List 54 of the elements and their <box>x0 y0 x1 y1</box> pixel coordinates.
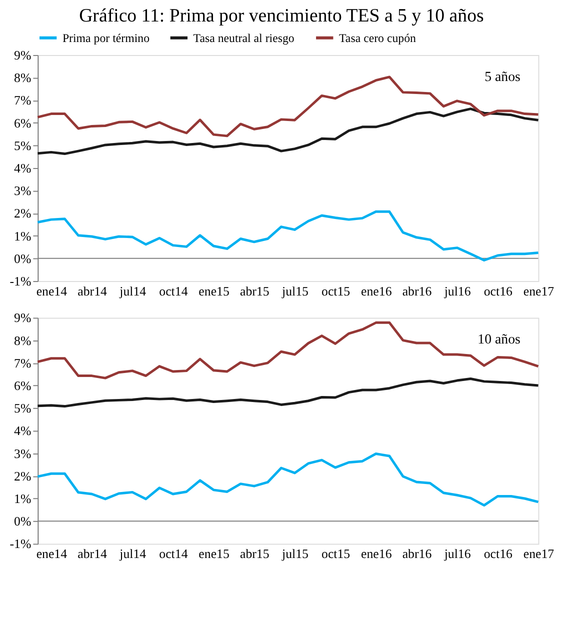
x-tick-label: oct16 <box>484 284 514 298</box>
y-tick-label: 7% <box>14 94 32 108</box>
y-tick-label: -1% <box>10 274 32 288</box>
x-tick-label: jul16 <box>443 284 472 298</box>
y-tick-label: 3% <box>14 446 32 461</box>
annotation: 10 años <box>478 332 520 348</box>
x-tick-label: oct14 <box>159 284 188 298</box>
x-tick-label: ene15 <box>198 284 230 298</box>
y-tick-label: 9% <box>14 48 32 62</box>
x-tick-label: jul15 <box>280 547 308 562</box>
y-tick-label: 1% <box>14 229 32 244</box>
y-tick-label: 5% <box>14 402 32 416</box>
legend-label: Tasa cero cupón <box>339 30 416 45</box>
x-tick-label: abr14 <box>78 547 108 562</box>
y-tick-label: 2% <box>14 206 32 221</box>
x-tick-label: abr16 <box>402 284 432 298</box>
y-tick-label: 4% <box>14 424 32 438</box>
annotation: 5 años <box>484 70 520 85</box>
x-tick-label: ene14 <box>36 547 68 562</box>
x-tick-label: jul14 <box>118 547 147 562</box>
x-tick-label: ene16 <box>361 284 392 298</box>
y-tick-label: 6% <box>14 378 32 393</box>
chart-title: Gráfico 11: Prima por vencimiento TES a 5 y 10 años <box>79 5 484 26</box>
y-tick-label: 5% <box>14 138 32 153</box>
y-tick-label: 0% <box>14 252 32 266</box>
x-tick-label: jul15 <box>280 284 308 298</box>
y-tick-label: 6% <box>14 116 32 130</box>
x-tick-label: oct16 <box>484 547 514 562</box>
x-tick-label: jul14 <box>118 284 147 298</box>
y-tick-label: 2% <box>14 469 32 484</box>
x-tick-label: oct15 <box>322 547 350 562</box>
x-tick-label: oct14 <box>159 547 188 562</box>
x-tick-label: ene17 <box>523 284 555 298</box>
x-tick-label: abr15 <box>240 284 270 298</box>
legend-label: Tasa neutral al riesgo <box>193 30 294 45</box>
x-tick-label: abr16 <box>402 547 432 562</box>
y-tick-label: 9% <box>14 311 32 326</box>
x-tick-label: ene17 <box>523 547 555 562</box>
y-tick-label: 8% <box>14 334 32 348</box>
y-tick-label: 8% <box>14 71 32 86</box>
y-tick-label: 0% <box>14 514 32 529</box>
x-tick-label: abr14 <box>78 284 108 298</box>
x-tick-label: jul16 <box>443 547 472 562</box>
y-tick-label: 7% <box>14 356 32 370</box>
y-tick-label: 4% <box>14 161 32 176</box>
legend-label: Prima por término <box>62 30 150 45</box>
y-tick-label: 1% <box>14 492 32 506</box>
y-tick-label: -1% <box>10 537 32 552</box>
x-tick-label: abr15 <box>240 547 270 562</box>
x-tick-label: ene16 <box>361 547 392 562</box>
x-tick-label: oct15 <box>322 284 350 298</box>
x-tick-label: ene15 <box>198 547 230 562</box>
x-tick-label: ene14 <box>36 284 68 298</box>
y-tick-label: 3% <box>14 184 32 198</box>
